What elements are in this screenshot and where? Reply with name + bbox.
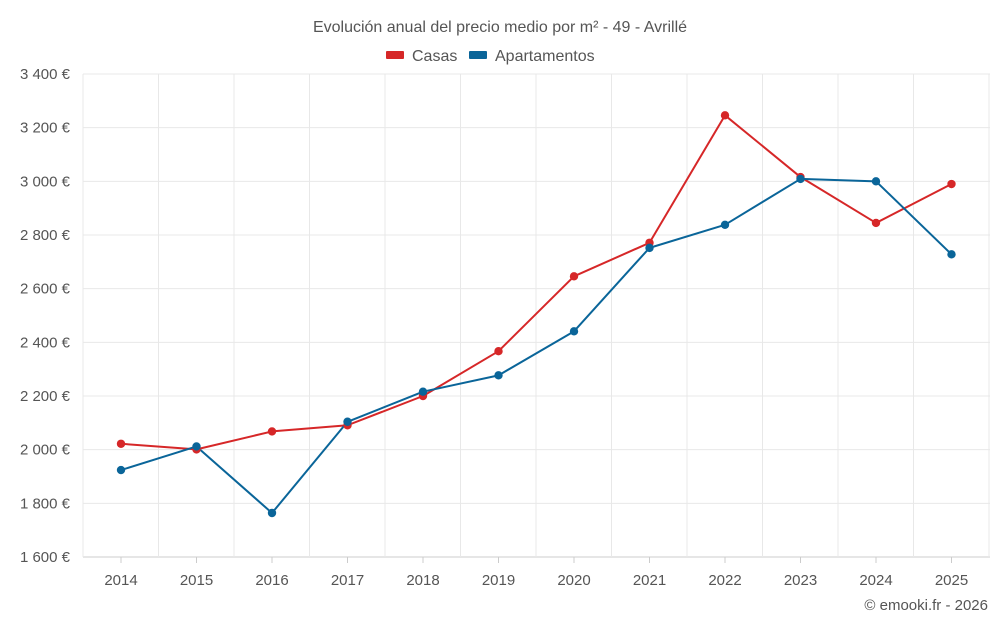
data-point-apartamentos[interactable] bbox=[796, 174, 805, 184]
data-point-casas[interactable] bbox=[569, 272, 579, 281]
x-tick-label: 2021 bbox=[633, 572, 666, 589]
x-tick-label: 2015 bbox=[180, 572, 213, 589]
x-tick-label: 2018 bbox=[406, 572, 439, 589]
data-point-apartamentos[interactable] bbox=[267, 508, 277, 518]
data-point-apartamentos[interactable] bbox=[947, 250, 956, 259]
data-point-apartamentos[interactable] bbox=[569, 327, 579, 336]
series-line-apartamentos bbox=[120, 177, 953, 514]
y-tick-label: 2 600 € bbox=[20, 281, 71, 298]
x-tick-label: 2019 bbox=[482, 572, 515, 589]
legend-swatch-casas bbox=[386, 51, 404, 59]
data-point-casas[interactable] bbox=[871, 218, 881, 228]
legend-label-casas: Casas bbox=[412, 48, 457, 65]
x-tick-label: 2017 bbox=[331, 572, 364, 589]
y-tick-label: 1 600 € bbox=[20, 549, 71, 566]
data-point-apartamentos[interactable] bbox=[192, 442, 201, 451]
data-point-apartamentos[interactable] bbox=[871, 177, 881, 186]
data-point-casas[interactable] bbox=[720, 111, 730, 120]
x-tick-label: 2022 bbox=[708, 572, 741, 589]
legend: Casas Apartamentos bbox=[386, 48, 595, 65]
y-tick-label: 2 000 € bbox=[20, 442, 71, 459]
x-tick-label: 2014 bbox=[104, 572, 137, 589]
y-tick-label: 1 800 € bbox=[20, 495, 71, 512]
data-point-apartamentos[interactable] bbox=[418, 387, 428, 396]
data-point-casas[interactable] bbox=[947, 179, 956, 189]
y-tick-label: 2 800 € bbox=[20, 227, 71, 244]
y-tick-label: 3 200 € bbox=[20, 120, 71, 137]
y-tick-label: 3 400 € bbox=[20, 66, 71, 83]
data-point-casas[interactable] bbox=[116, 439, 126, 448]
data-point-apartamentos[interactable] bbox=[645, 243, 654, 253]
data-point-apartamentos[interactable] bbox=[116, 465, 126, 475]
y-tick-label: 2 200 € bbox=[20, 388, 71, 405]
x-tick-label: 2016 bbox=[255, 572, 288, 589]
data-point-casas[interactable] bbox=[494, 346, 503, 356]
y-tick-label: 3 000 € bbox=[20, 173, 71, 190]
y-tick-label: 2 400 € bbox=[20, 334, 71, 351]
chart-title: Evolución anual del precio medio por m² … bbox=[313, 19, 687, 36]
x-tick-label: 2020 bbox=[557, 572, 590, 589]
data-point-apartamentos[interactable] bbox=[343, 417, 352, 426]
x-tick-label: 2023 bbox=[784, 572, 817, 589]
data-point-apartamentos[interactable] bbox=[720, 220, 730, 230]
series bbox=[116, 111, 956, 518]
credit-text: © emooki.fr - 2026 bbox=[864, 597, 988, 614]
data-point-casas[interactable] bbox=[267, 427, 277, 436]
data-point-apartamentos[interactable] bbox=[494, 371, 503, 380]
grid bbox=[82, 73, 990, 558]
series-line-casas bbox=[120, 114, 952, 451]
y-axis-ticks: 1 600 € 1 800 € 2 000 € 2 200 € 2 400 € 2 600… bbox=[20, 66, 71, 566]
legend-swatch-apartamentos bbox=[469, 51, 487, 59]
x-tick-label: 2024 bbox=[859, 572, 892, 589]
legend-label-apartamentos: Apartamentos bbox=[495, 48, 595, 65]
x-axis-ticks: 2014 2015 2016 2017 2018 2019 2020 2021 2022 2023… bbox=[104, 557, 968, 589]
x-tick-label: 2025 bbox=[935, 572, 968, 589]
